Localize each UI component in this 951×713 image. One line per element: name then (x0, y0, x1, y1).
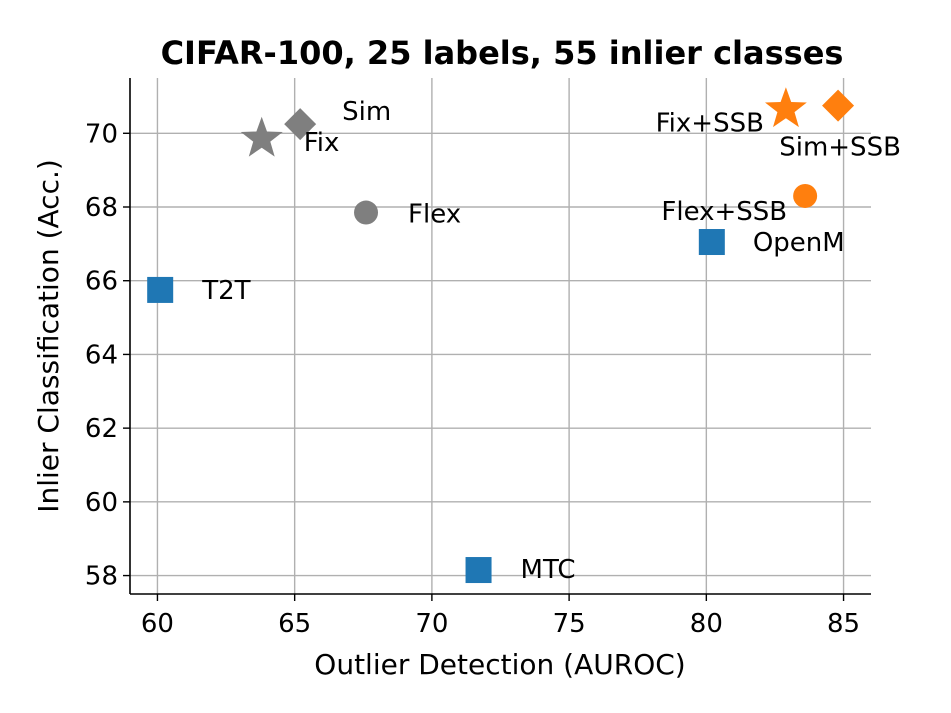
x-tick-label: 60 (141, 609, 174, 639)
axes (123, 78, 871, 601)
point-label: Sim+SSB (779, 133, 901, 163)
point-label: Flex+SSB (661, 197, 787, 227)
chart-title: CIFAR-100, 25 labels, 55 inlier classes (161, 34, 844, 72)
x-axis-label: Outlier Detection (AUROC) (314, 648, 685, 681)
point-sim-marker (284, 108, 317, 141)
y-tick-label: 58 (85, 562, 118, 592)
point-openm-marker (698, 229, 725, 256)
y-axis-label: Inlier Classification (Acc.) (32, 159, 65, 513)
x-tick-label: 65 (278, 609, 311, 639)
x-tick-label: 85 (827, 609, 860, 639)
x-tick-labels: 60 65 70 75 80 85 (141, 609, 860, 639)
y-tick-label: 70 (85, 119, 118, 149)
data-points (147, 87, 855, 584)
y-tick-label: 62 (85, 414, 118, 444)
point-label: Fix+SSB (656, 108, 764, 138)
y-tick-label: 60 (85, 488, 118, 518)
point-t2t-marker (147, 276, 174, 303)
point-flex-marker (354, 200, 379, 225)
y-tick-label: 68 (85, 193, 118, 223)
point-label: Sim (342, 97, 391, 127)
point-label: Flex (408, 200, 461, 230)
point-fix-plus-ssb-marker (765, 87, 807, 128)
point-flex-plus-ssb-marker (793, 183, 818, 208)
grid (130, 78, 871, 594)
x-tick-label: 75 (553, 609, 586, 639)
point-fix-marker (240, 116, 283, 157)
x-tick-label: 70 (415, 609, 448, 639)
x-tick-label: 80 (690, 609, 723, 639)
y-tick-labels: 58 60 62 64 66 68 70 (85, 119, 118, 591)
y-tick-label: 64 (85, 340, 118, 370)
point-label: Fix (304, 128, 340, 158)
point-label: OpenM (753, 228, 845, 258)
point-label: T2T (201, 276, 250, 306)
point-sim-plus-ssb-marker (822, 89, 855, 122)
point-mtc-marker (465, 557, 492, 584)
point-label: MTC (521, 555, 576, 585)
y-tick-label: 66 (85, 267, 118, 297)
